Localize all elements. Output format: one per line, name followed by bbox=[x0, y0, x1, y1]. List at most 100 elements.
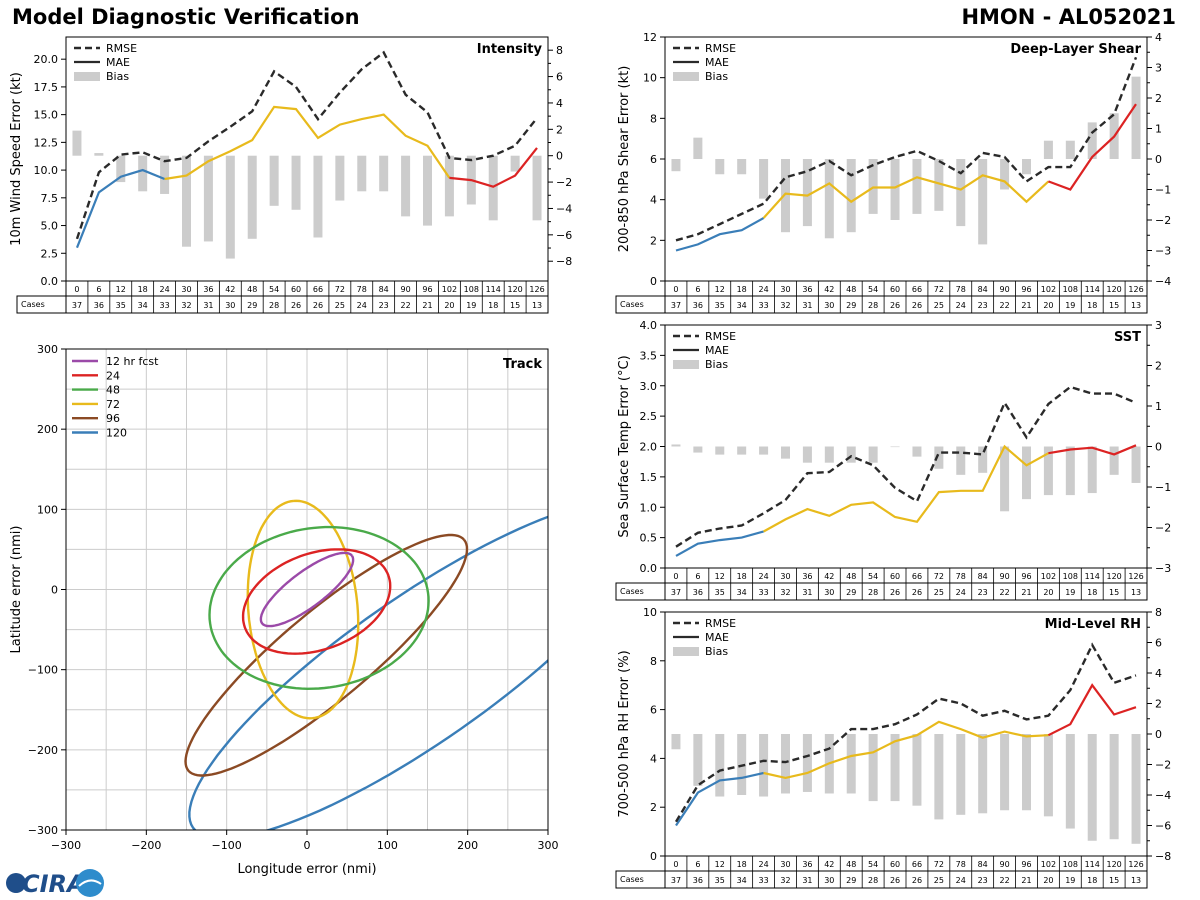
ellipse-group bbox=[184, 499, 548, 830]
y-tick-label: 4.0 bbox=[640, 319, 658, 332]
x-tick-label: 200 bbox=[457, 839, 478, 852]
table-count: 29 bbox=[846, 301, 856, 310]
bias-bar bbox=[693, 137, 703, 159]
table-count: 29 bbox=[846, 588, 856, 597]
legend-label: 96 bbox=[106, 412, 120, 425]
bias-bar bbox=[1065, 734, 1075, 829]
bias-bar bbox=[1109, 446, 1119, 475]
table-hour: 18 bbox=[737, 860, 747, 869]
table-hour: 60 bbox=[890, 285, 900, 294]
table-count: 33 bbox=[758, 588, 768, 597]
y2-tick-label: 0 bbox=[1155, 153, 1162, 166]
y-tick-label: 2.5 bbox=[640, 410, 658, 423]
x-tick-label: −100 bbox=[212, 839, 242, 852]
table-hour: 30 bbox=[780, 860, 790, 869]
legend-label: 48 bbox=[106, 384, 120, 397]
table-count: 37 bbox=[671, 876, 681, 885]
table-count: 26 bbox=[890, 301, 900, 310]
y-tick-label: 20.0 bbox=[34, 53, 59, 66]
y-tick-label: 0 bbox=[650, 850, 657, 863]
bias-bar bbox=[138, 155, 148, 192]
bias-bar bbox=[444, 155, 454, 217]
y-tick-label: 1.5 bbox=[640, 471, 658, 484]
table-count: 21 bbox=[1021, 588, 1031, 597]
table-hour: 90 bbox=[400, 285, 410, 294]
error-ellipse bbox=[241, 548, 392, 655]
bias-bar bbox=[671, 444, 681, 447]
bias-bar bbox=[1043, 446, 1053, 496]
table-hour: 84 bbox=[379, 285, 389, 294]
x-tick-label: −300 bbox=[51, 839, 81, 852]
bias-bar bbox=[1131, 734, 1141, 844]
table-count: 34 bbox=[737, 301, 747, 310]
y-tick-label: −200 bbox=[28, 744, 58, 757]
table-hour: 120 bbox=[1106, 572, 1121, 581]
table-hour: 114 bbox=[486, 285, 501, 294]
error-ellipse bbox=[208, 525, 430, 691]
y2-tick-label: −3 bbox=[1155, 562, 1171, 575]
mae-line bbox=[763, 720, 1049, 780]
bias-bar bbox=[671, 734, 681, 750]
bias-bar bbox=[737, 446, 747, 455]
y2-tick-label: 1 bbox=[1155, 123, 1162, 136]
table-count: 22 bbox=[400, 301, 410, 310]
table-hour: 60 bbox=[890, 572, 900, 581]
mae-line bbox=[675, 217, 765, 252]
bias-bar bbox=[868, 446, 878, 463]
table-hour: 120 bbox=[1106, 285, 1121, 294]
table-hour: 54 bbox=[868, 285, 878, 294]
y2-tick-label: 0 bbox=[1155, 728, 1162, 741]
table-hour: 60 bbox=[291, 285, 301, 294]
bias-bar bbox=[890, 159, 900, 220]
table-count: 33 bbox=[758, 301, 768, 310]
bias-bar bbox=[1022, 446, 1031, 500]
rmse-line bbox=[675, 385, 1137, 548]
table-count: 13 bbox=[1131, 301, 1141, 310]
y-tick-label: 6 bbox=[650, 153, 657, 166]
table-count: 26 bbox=[912, 301, 922, 310]
table-count: 36 bbox=[693, 301, 703, 310]
bias-bar bbox=[1000, 446, 1010, 512]
table-hour: 6 bbox=[695, 860, 700, 869]
table-count: 15 bbox=[1109, 876, 1119, 885]
bias-bar bbox=[693, 734, 703, 786]
table-hour: 18 bbox=[737, 285, 747, 294]
table-hour: 102 bbox=[1041, 285, 1056, 294]
table-count: 35 bbox=[715, 588, 725, 597]
legend-bias-swatch bbox=[673, 647, 699, 656]
table-hour: 108 bbox=[1063, 285, 1078, 294]
rmse-line bbox=[675, 56, 1138, 242]
y2-tick-label: −4 bbox=[1155, 275, 1171, 288]
y2-tick-label: 2 bbox=[1155, 360, 1162, 373]
x-axis-label: Longitude error (nmi) bbox=[237, 862, 376, 877]
table-count: 26 bbox=[890, 876, 900, 885]
panel-title: Intensity bbox=[477, 42, 543, 57]
table-count: 32 bbox=[181, 301, 191, 310]
table-hour: 102 bbox=[1041, 572, 1056, 581]
bias-bar bbox=[1109, 734, 1119, 840]
logo-badge-icon bbox=[76, 869, 104, 897]
y2-tick-label: −3 bbox=[1155, 245, 1171, 258]
x-tick-label: 100 bbox=[377, 839, 398, 852]
y2-tick-label: 1 bbox=[1155, 400, 1162, 413]
bias-bar bbox=[781, 734, 790, 794]
bias-bar bbox=[802, 446, 812, 463]
error-ellipse bbox=[259, 551, 355, 628]
legend-rmse-label: RMSE bbox=[705, 330, 736, 343]
legend-mae-label: MAE bbox=[106, 56, 130, 69]
panel-title: Mid-Level RH bbox=[1045, 617, 1141, 632]
y2-tick-label: −8 bbox=[1155, 850, 1171, 863]
table-hour: 42 bbox=[225, 285, 235, 294]
table-count: 23 bbox=[978, 588, 988, 597]
table-count: 30 bbox=[824, 876, 834, 885]
table-hour: 54 bbox=[269, 285, 279, 294]
table-hour: 114 bbox=[1085, 860, 1100, 869]
table-hour: 48 bbox=[846, 860, 856, 869]
y-tick-label: 2.0 bbox=[640, 441, 658, 454]
y2-tick-label: −6 bbox=[1155, 820, 1171, 833]
table-count: 26 bbox=[313, 301, 323, 310]
table-count: 19 bbox=[1065, 301, 1075, 310]
table-hour: 126 bbox=[1128, 285, 1143, 294]
